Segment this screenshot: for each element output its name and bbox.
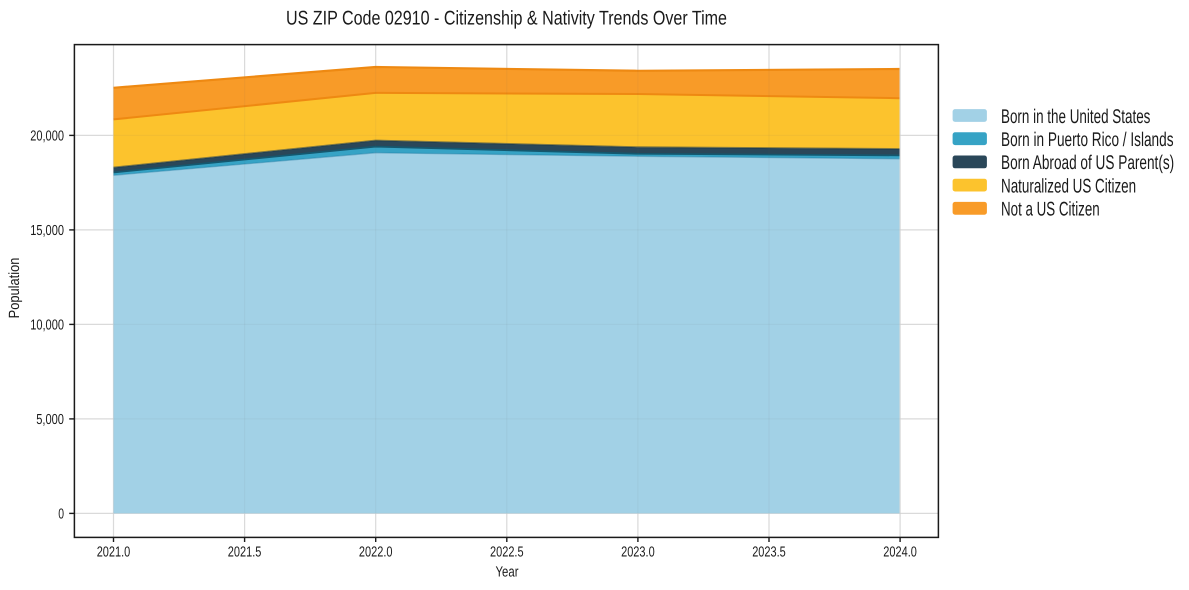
- svg-text:5,000: 5,000: [36, 412, 64, 428]
- svg-text:2023.5: 2023.5: [752, 545, 786, 561]
- svg-text:Born in the United States: Born in the United States: [1001, 106, 1150, 128]
- svg-text:Naturalized US Citizen: Naturalized US Citizen: [1001, 175, 1136, 197]
- svg-text:0: 0: [58, 507, 64, 523]
- svg-text:10,000: 10,000: [30, 318, 64, 334]
- svg-text:2023.0: 2023.0: [621, 545, 655, 561]
- svg-text:Year: Year: [496, 565, 519, 581]
- svg-text:20,000: 20,000: [30, 129, 64, 145]
- svg-text:2021.0: 2021.0: [97, 545, 131, 561]
- svg-text:Born Abroad of US Parent(s): Born Abroad of US Parent(s): [1001, 152, 1174, 174]
- svg-text:2021.5: 2021.5: [228, 545, 262, 561]
- svg-text:15,000: 15,000: [30, 223, 64, 239]
- svg-text:US ZIP Code 02910 - Citizenshi: US ZIP Code 02910 - Citizenship & Nativi…: [286, 8, 727, 30]
- svg-text:Not a US Citizen: Not a US Citizen: [1001, 199, 1100, 221]
- svg-text:Born in Puerto Rico / Islands: Born in Puerto Rico / Islands: [1001, 129, 1174, 151]
- svg-text:2024.0: 2024.0: [883, 545, 917, 561]
- svg-text:Population: Population: [7, 258, 23, 319]
- svg-text:2022.5: 2022.5: [490, 545, 524, 561]
- svg-text:2022.0: 2022.0: [359, 545, 393, 561]
